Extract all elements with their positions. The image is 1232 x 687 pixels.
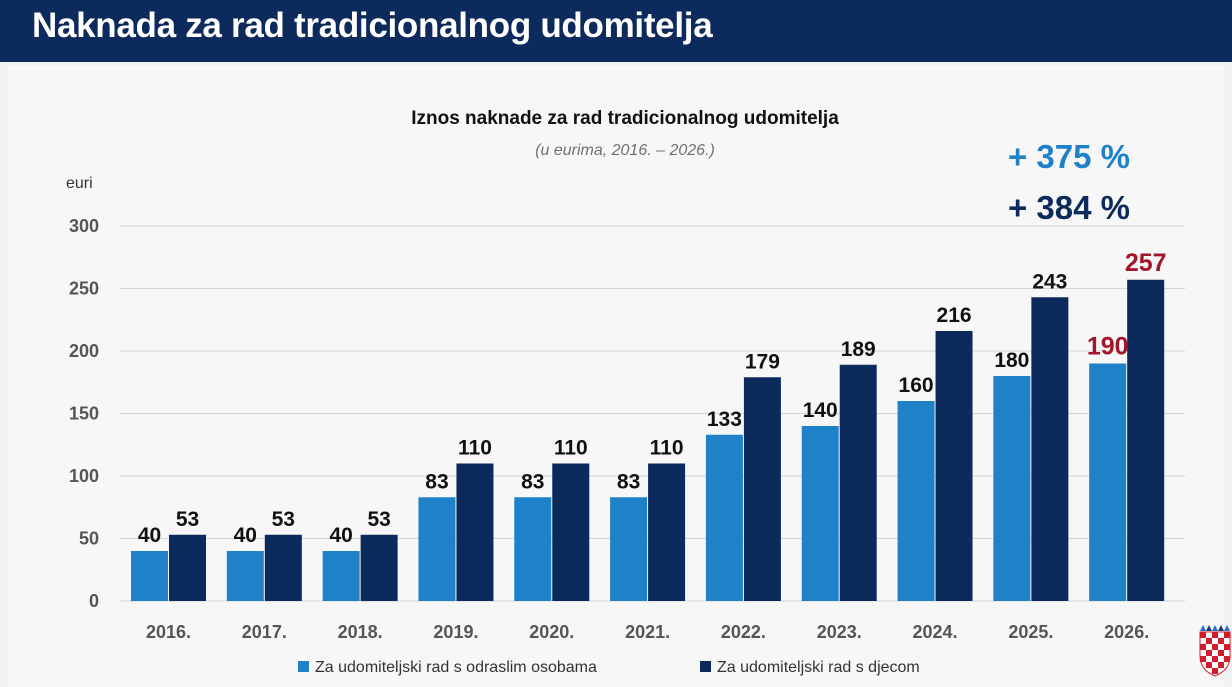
bar-children	[648, 463, 686, 601]
data-label: 190	[1087, 333, 1129, 361]
bar-adults	[418, 497, 456, 601]
bar-children	[839, 364, 877, 601]
bar-children	[1127, 279, 1165, 601]
y-axis-ticks: 0 50 100 150 200 250 300	[69, 216, 99, 611]
data-label: 110	[458, 437, 492, 460]
growth-children-label: + 384 %	[1008, 189, 1130, 226]
x-tick-label: 2024.	[913, 622, 958, 642]
x-axis-ticks: 2016. 2017. 2018. 2019. 2020. 2021. 2022. 2023.…	[146, 622, 1149, 642]
bar-children	[1031, 297, 1069, 601]
x-tick-label: 2016.	[146, 622, 191, 642]
data-label: 180	[994, 349, 1029, 372]
bar-children	[360, 534, 398, 601]
y-tick-label: 200	[69, 341, 99, 361]
x-tick-label: 2025.	[1008, 622, 1053, 642]
data-label: 53	[176, 508, 199, 531]
legend-label: Za udomiteljski rad s odraslim osobama	[315, 659, 597, 676]
legend-swatch	[700, 661, 711, 672]
bar-children	[552, 463, 590, 601]
data-label: 40	[138, 524, 161, 547]
data-label: 243	[1032, 270, 1067, 293]
data-label: 83	[617, 470, 640, 493]
x-tick-label: 2018.	[338, 622, 383, 642]
data-label: 53	[367, 508, 390, 531]
x-tick-label: 2020.	[529, 622, 574, 642]
chart-title: Iznos naknade za rad tradicionalnog udom…	[411, 108, 839, 129]
bar-adults	[1089, 363, 1127, 601]
page-title: Naknada za rad tradicionalnog udomitelja	[32, 6, 713, 45]
legend-swatch	[298, 661, 309, 672]
data-label: 140	[803, 399, 838, 422]
y-tick-label: 300	[69, 216, 99, 236]
data-label: 83	[521, 470, 544, 493]
data-labels: 40 53 40 53 40 53 83 110 83 110 83 110 133 179 140 189 1…	[138, 249, 1167, 547]
legend-label: Za udomiteljski rad s djecom	[717, 659, 920, 676]
x-tick-label: 2017.	[242, 622, 287, 642]
bar-children	[264, 534, 302, 601]
croatian-coat-of-arms-icon	[1199, 625, 1231, 677]
data-label: 133	[707, 408, 742, 431]
data-label: 110	[650, 437, 684, 460]
growth-adults-label: + 375 %	[1008, 138, 1130, 175]
bars	[131, 279, 1165, 601]
x-tick-label: 2023.	[817, 622, 862, 642]
legend: Za udomiteljski rad s odraslim osobama Za…	[298, 659, 920, 676]
bar-adults	[131, 551, 168, 601]
data-label: 179	[745, 350, 780, 373]
data-label: 216	[937, 304, 972, 327]
y-tick-label: 0	[89, 591, 99, 611]
y-tick-label: 100	[69, 466, 99, 486]
y-tick-label: 50	[79, 529, 99, 549]
x-tick-label: 2019.	[433, 622, 478, 642]
bar-adults	[705, 434, 743, 601]
data-label: 40	[234, 524, 257, 547]
bar-children	[743, 377, 781, 601]
bar-adults	[514, 497, 552, 601]
data-label: 160	[899, 374, 934, 397]
data-label: 40	[329, 524, 352, 547]
bar-adults	[610, 497, 648, 601]
y-axis-unit-label: euri	[66, 175, 93, 192]
data-label: 189	[841, 338, 876, 361]
chart-subtitle: (u eurima, 2016. – 2026.)	[535, 142, 715, 159]
y-tick-label: 250	[69, 279, 99, 299]
page-header: Naknada za rad tradicionalnog udomitelja	[0, 0, 1232, 62]
bar-adults	[993, 376, 1031, 601]
data-label: 110	[554, 437, 588, 460]
y-tick-label: 150	[69, 404, 99, 424]
bar-children	[935, 331, 973, 601]
x-tick-label: 2021.	[625, 622, 670, 642]
bar-adults	[226, 551, 264, 601]
bar-children	[456, 463, 494, 601]
data-label: 53	[272, 508, 295, 531]
bar-adults	[322, 551, 360, 601]
data-label: 257	[1125, 249, 1167, 277]
data-label: 83	[425, 470, 448, 493]
bar-children	[169, 534, 206, 601]
x-tick-label: 2022.	[721, 622, 766, 642]
bar-adults	[897, 401, 935, 601]
bar-adults	[801, 426, 839, 601]
x-tick-label: 2026.	[1104, 622, 1149, 642]
